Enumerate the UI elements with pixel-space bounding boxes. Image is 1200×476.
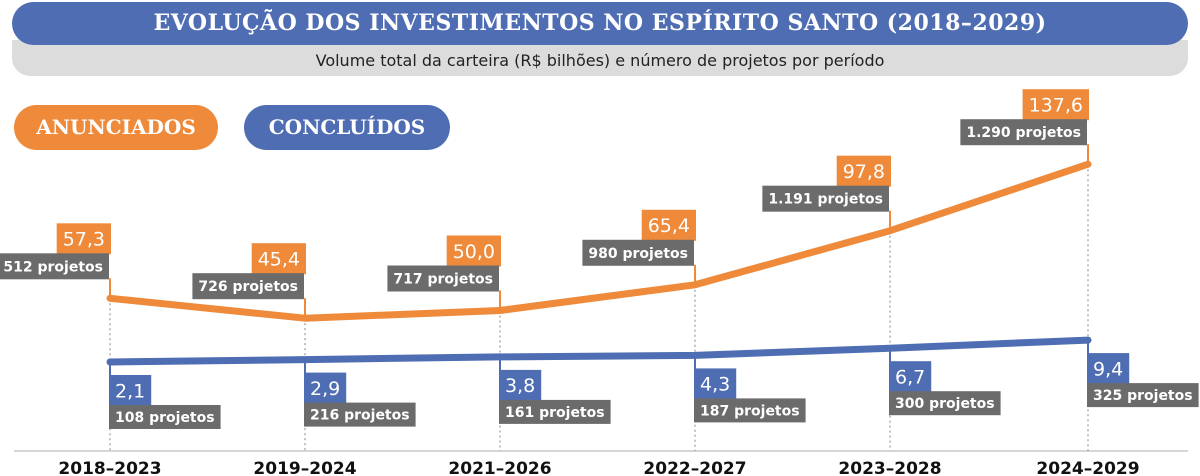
x-tick-label: 2023–2028 xyxy=(838,459,941,476)
anunciados-projects-label-box xyxy=(762,185,889,212)
anunciados-projects-label: 1.191 projetos xyxy=(768,192,883,208)
anunciados-projects-label: 512 projetos xyxy=(3,259,103,275)
concluidos-value-label: 9,4 xyxy=(1093,358,1123,380)
anunciados-value-label: 45,4 xyxy=(258,249,300,271)
anunciados-projects-label: 980 projetos xyxy=(588,246,688,262)
anunciados-value-label-box xyxy=(641,209,696,241)
concluidos-projects-label-box xyxy=(889,391,1001,416)
concluidos-value-label: 4,3 xyxy=(700,374,730,396)
chart-subtitle: Volume total da carteira (R$ bilhões) e … xyxy=(12,40,1188,76)
anunciados-projects-label-box xyxy=(0,253,109,280)
legend-concluidos: CONCLUÍDOS xyxy=(244,105,450,150)
concluidos-projects-label-box xyxy=(499,399,611,424)
concluidos-value-label-box xyxy=(1087,353,1130,385)
anunciados-value-label-box xyxy=(1022,89,1089,121)
anunciados-projects-label: 717 projetos xyxy=(393,272,493,288)
concluidos-projects-label-box xyxy=(109,405,221,429)
x-tick-label: 2024–2029 xyxy=(1036,459,1139,476)
anunciados-projects-label-box xyxy=(582,239,694,266)
concluidos-value-label-box xyxy=(694,368,737,400)
x-tick-label: 2019–2024 xyxy=(253,459,356,476)
anunciados-projects-label-box xyxy=(192,273,304,300)
concluidos-projects-label: 325 projetos xyxy=(1093,388,1193,404)
concluidos-value-label: 2,1 xyxy=(115,380,145,402)
chart-title: EVOLUÇÃO DOS INVESTIMENTOS NO ESPÍRITO S… xyxy=(12,2,1188,45)
anunciados-value-label-box xyxy=(251,243,306,275)
concluidos-value-label: 6,7 xyxy=(895,367,925,389)
x-tick-label: 2022–2027 xyxy=(643,459,746,476)
concluidos-projects-label: 108 projetos xyxy=(115,410,215,426)
anunciados-projects-label: 726 projetos xyxy=(198,279,298,295)
concluidos-value-label: 3,8 xyxy=(505,375,535,397)
anunciados-value-label: 65,4 xyxy=(648,215,690,237)
concluidos-value-label-box xyxy=(304,372,347,404)
anunciados-value-label-box xyxy=(836,155,891,187)
concluidos-value-label-box xyxy=(109,375,152,406)
anunciados-projects-label-box xyxy=(387,265,499,292)
anunciados-projects-label: 1.290 projetos xyxy=(966,125,1081,141)
concluidos-projects-label-box xyxy=(304,402,416,427)
anunciados-value-label-box xyxy=(446,235,501,267)
x-tick-label: 2018–2023 xyxy=(58,459,161,476)
concluidos-projects-label: 300 projetos xyxy=(895,396,995,412)
series-line-concluidos xyxy=(106,336,1092,366)
anunciados-value-label-box xyxy=(56,223,111,255)
concluidos-projects-label: 161 projetos xyxy=(505,405,605,421)
series-line-anunciados xyxy=(106,160,1092,322)
anunciados-projects-label-box xyxy=(960,119,1087,146)
concluidos-value-label-box xyxy=(889,361,932,393)
concluidos-projects-label-box xyxy=(1087,383,1199,408)
anunciados-value-label: 57,3 xyxy=(63,229,105,251)
concluidos-value-label-box xyxy=(499,369,542,401)
anunciados-value-label: 50,0 xyxy=(453,241,495,263)
anunciados-value-label: 137,6 xyxy=(1029,95,1083,117)
x-tick-label: 2021–2026 xyxy=(448,459,551,476)
concluidos-projects-label: 216 projetos xyxy=(310,408,410,424)
anunciados-value-label: 97,8 xyxy=(843,161,885,183)
concluidos-value-label: 2,9 xyxy=(310,378,340,400)
concluidos-projects-label-box xyxy=(694,398,806,423)
legend-anunciados: ANUNCIADOS xyxy=(14,105,218,150)
concluidos-projects-label: 187 projetos xyxy=(700,403,800,419)
